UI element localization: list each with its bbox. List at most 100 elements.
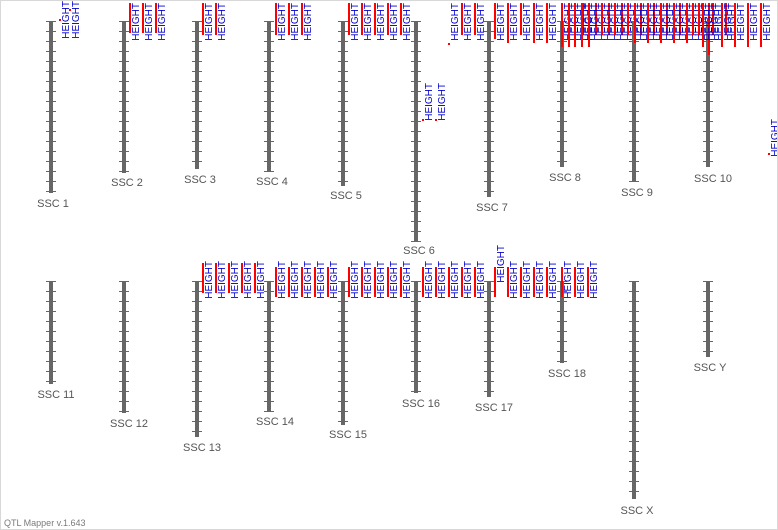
qtl-marker[interactable]: [608, 3, 610, 35]
qtl-marker[interactable]: [435, 267, 437, 297]
qtl-label[interactable]: HEIGHT: [535, 261, 546, 299]
qtl-marker[interactable]: [747, 3, 749, 47]
qtl-label[interactable]: HEIGHT: [243, 261, 254, 299]
qtl-marker[interactable]: [215, 263, 217, 293]
qtl-label[interactable]: HEIGHT: [303, 3, 314, 41]
qtl-label[interactable]: HEIGHT: [522, 261, 533, 299]
qtl-label[interactable]: HEIGHT: [749, 3, 760, 41]
qtl-marker[interactable]: [734, 3, 736, 47]
qtl-marker[interactable]: [686, 3, 688, 43]
qtl-marker[interactable]: [494, 267, 496, 297]
qtl-marker[interactable]: [546, 3, 548, 43]
qtl-marker[interactable]: [254, 263, 256, 293]
qtl-label[interactable]: HEIGHT: [424, 83, 435, 121]
qtl-marker[interactable]: [448, 267, 450, 297]
chromosome-label[interactable]: SSC 6: [403, 245, 435, 257]
qtl-marker[interactable]: [327, 267, 329, 297]
qtl-marker[interactable]: [712, 3, 714, 35]
qtl-label[interactable]: HEIGHT: [389, 261, 400, 299]
qtl-label[interactable]: HEIGHT: [363, 3, 374, 41]
qtl-marker[interactable]: [760, 3, 762, 47]
chromosome-label[interactable]: SSC 1: [37, 198, 69, 210]
qtl-marker[interactable]: [348, 267, 350, 297]
qtl-label[interactable]: HEIGHT: [636, 3, 647, 41]
chromosome-bar[interactable]: [629, 21, 639, 182]
qtl-label[interactable]: HEIGHT: [424, 261, 435, 299]
qtl-marker[interactable]: [692, 3, 694, 35]
qtl-marker[interactable]: [241, 263, 243, 293]
qtl-marker[interactable]: [708, 3, 710, 55]
qtl-label[interactable]: HEIGHT: [616, 3, 627, 41]
qtl-marker[interactable]: [627, 3, 629, 35]
qtl-label[interactable]: HEIGHT: [204, 3, 215, 41]
qtl-marker[interactable]: [59, 19, 61, 21]
qtl-marker[interactable]: [588, 3, 590, 47]
qtl-marker[interactable]: [142, 3, 144, 33]
qtl-marker[interactable]: [581, 3, 583, 47]
qtl-marker[interactable]: [301, 3, 303, 35]
qtl-label[interactable]: HEIGHT: [217, 261, 228, 299]
qtl-marker[interactable]: [202, 3, 204, 35]
qtl-label[interactable]: HEIGHT: [603, 3, 614, 41]
chromosome-label[interactable]: SSC 18: [548, 368, 586, 380]
qtl-marker[interactable]: [374, 3, 376, 35]
qtl-label[interactable]: HEIGHT: [576, 261, 587, 299]
chromosome-label[interactable]: SSC 17: [475, 402, 513, 414]
qtl-label[interactable]: HEIGHT: [509, 261, 520, 299]
qtl-marker[interactable]: [474, 267, 476, 297]
qtl-label[interactable]: HEIGHT: [590, 3, 601, 41]
qtl-label[interactable]: HEIGHT: [144, 3, 155, 41]
qtl-label[interactable]: HEIGHT: [496, 245, 507, 283]
qtl-label[interactable]: HEIGHT: [463, 3, 474, 41]
qtl-marker[interactable]: [215, 3, 217, 35]
qtl-marker[interactable]: [129, 3, 131, 33]
chromosome-label[interactable]: SSC Y: [693, 362, 727, 374]
qtl-marker[interactable]: [679, 3, 681, 35]
qtl-marker[interactable]: [348, 3, 350, 35]
qtl-marker[interactable]: [574, 267, 576, 297]
qtl-marker[interactable]: [614, 3, 616, 35]
qtl-marker[interactable]: [228, 263, 230, 293]
chromosome-label[interactable]: SSC 3: [184, 174, 216, 186]
qtl-marker[interactable]: [533, 3, 535, 43]
qtl-label[interactable]: HEIGHT: [329, 261, 340, 299]
qtl-label[interactable]: HEIGHT: [662, 3, 673, 41]
qtl-marker[interactable]: [507, 267, 509, 297]
chromosome-bar[interactable]: [703, 281, 713, 357]
qtl-label[interactable]: HEIGHT: [437, 83, 448, 121]
qtl-marker[interactable]: [155, 3, 157, 33]
qtl-label[interactable]: HEIGHT: [450, 261, 461, 299]
qtl-label[interactable]: HEIGHT: [230, 261, 241, 299]
qtl-marker[interactable]: [768, 153, 770, 155]
qtl-marker[interactable]: [435, 119, 437, 121]
qtl-label[interactable]: HEIGHT: [256, 261, 267, 299]
chromosome-label[interactable]: SSC 8: [549, 172, 581, 184]
qtl-marker[interactable]: [494, 3, 496, 39]
chromosome-label[interactable]: SSC 11: [37, 389, 75, 401]
chromosome-bar[interactable]: [338, 281, 348, 425]
qtl-label[interactable]: HEIGHT: [589, 261, 600, 299]
qtl-label[interactable]: HEIGHT: [675, 3, 686, 41]
chromosome-bar[interactable]: [264, 281, 274, 412]
qtl-marker[interactable]: [387, 3, 389, 35]
qtl-marker[interactable]: [288, 3, 290, 35]
chromosome-bar[interactable]: [411, 281, 421, 393]
qtl-marker[interactable]: [520, 267, 522, 297]
chromosome-label[interactable]: SSC 12: [110, 418, 148, 430]
chromosome-bar[interactable]: [484, 21, 494, 197]
chromosome-bar[interactable]: [338, 21, 348, 186]
qtl-marker[interactable]: [546, 267, 548, 297]
qtl-label[interactable]: HEIGHT: [389, 3, 400, 41]
chromosome-label[interactable]: SSC 15: [329, 429, 367, 441]
qtl-marker[interactable]: [387, 267, 389, 297]
qtl-label[interactable]: HEIGHT: [303, 261, 314, 299]
chromosome-label[interactable]: SSC 7: [476, 202, 508, 214]
qtl-marker[interactable]: [448, 43, 450, 45]
qtl-marker[interactable]: [301, 267, 303, 297]
qtl-marker[interactable]: [461, 3, 463, 35]
qtl-label[interactable]: HEIGHT: [762, 3, 773, 41]
qtl-marker[interactable]: [314, 267, 316, 297]
qtl-label[interactable]: HEIGHT: [376, 261, 387, 299]
chromosome-bar[interactable]: [46, 21, 56, 193]
qtl-marker[interactable]: [69, 9, 71, 11]
